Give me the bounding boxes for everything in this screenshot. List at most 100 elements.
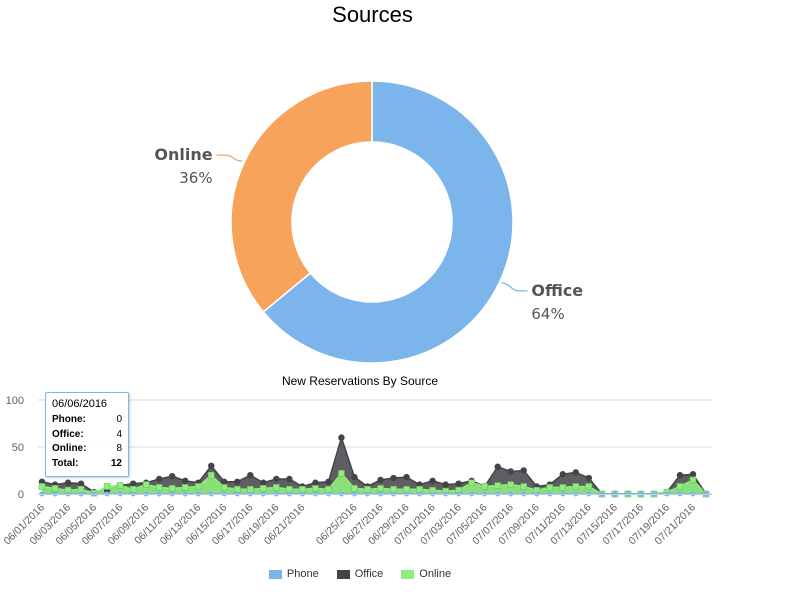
point-online[interactable]	[338, 470, 345, 477]
point-office[interactable]	[168, 472, 176, 480]
point-office[interactable]	[286, 475, 293, 483]
point-online[interactable]	[390, 486, 397, 493]
donut-slice-office[interactable]	[262, 80, 514, 364]
point-office[interactable]	[676, 472, 684, 479]
point-online[interactable]	[416, 486, 423, 493]
point-online[interactable]	[299, 486, 306, 493]
legend-item-office[interactable]: Office	[336, 568, 383, 580]
point-online[interactable]	[155, 484, 163, 491]
point-office[interactable]	[442, 481, 449, 488]
point-online[interactable]	[181, 484, 189, 491]
point-online[interactable]	[38, 483, 46, 490]
point-office[interactable]	[208, 462, 215, 469]
point-office[interactable]	[77, 480, 85, 487]
point-online[interactable]	[572, 483, 580, 490]
tooltip-date: 06/06/2016	[52, 398, 108, 410]
legend-swatch-office	[336, 569, 350, 579]
point-online[interactable]	[494, 482, 501, 489]
point-office[interactable]	[494, 463, 501, 470]
point-office[interactable]	[572, 469, 580, 476]
point-online[interactable]	[103, 483, 111, 490]
legend-item-online[interactable]: Online	[401, 568, 451, 580]
tooltip-label: Office:	[52, 428, 84, 440]
point-office[interactable]	[338, 434, 345, 441]
point-online[interactable]	[194, 483, 202, 490]
legend-label-phone: Phone	[286, 568, 319, 580]
donut-slice-online[interactable]	[230, 80, 373, 313]
donut-label-online: Online	[154, 145, 212, 164]
point-office[interactable]	[377, 476, 384, 484]
point-office[interactable]	[585, 474, 593, 482]
tooltip-value: 12	[110, 457, 122, 469]
point-online[interactable]	[468, 479, 475, 486]
point-online[interactable]	[51, 485, 59, 492]
point-office[interactable]	[260, 479, 267, 486]
point-online[interactable]	[507, 481, 514, 488]
area-chart-legend: Phone Office Online	[0, 568, 720, 580]
tooltip-row-total: Total: 12	[52, 457, 122, 472]
point-online[interactable]	[77, 486, 85, 493]
point-office[interactable]	[559, 471, 566, 478]
series-line-office	[41, 435, 707, 495]
tooltip-row-online: Online: 8	[52, 442, 122, 457]
point-online[interactable]	[221, 484, 228, 491]
y-tick-label: 0	[18, 489, 24, 501]
point-office[interactable]	[455, 480, 462, 487]
point-online[interactable]	[168, 485, 176, 492]
chart-tooltip: 06/06/2016 Phone: 0 Office: 4 Online: 8 …	[45, 392, 129, 477]
point-online[interactable]	[520, 483, 527, 490]
point-online[interactable]	[247, 486, 254, 493]
point-office[interactable]	[247, 472, 254, 479]
y-tick-label: 50	[12, 442, 24, 454]
legend-swatch-phone	[268, 569, 282, 579]
series-line-online	[41, 472, 707, 495]
point-office[interactable]	[390, 474, 397, 482]
point-office[interactable]	[64, 479, 72, 486]
point-online[interactable]	[676, 483, 684, 490]
point-online[interactable]	[403, 486, 410, 493]
legend-item-phone[interactable]: Phone	[268, 568, 319, 580]
point-online[interactable]	[208, 471, 215, 479]
point-online[interactable]	[351, 485, 358, 492]
point-online[interactable]	[689, 476, 697, 484]
tooltip-row-phone: Phone: 0	[52, 413, 122, 428]
tooltip-value: 4	[116, 428, 122, 440]
point-office[interactable]	[182, 477, 189, 485]
donut-percent-office: 64%	[531, 305, 564, 323]
point-office[interactable]	[273, 475, 280, 483]
point-office[interactable]	[129, 480, 137, 487]
point-online[interactable]	[546, 484, 554, 491]
point-office[interactable]	[507, 468, 514, 475]
point-online[interactable]	[234, 486, 241, 493]
point-office[interactable]	[351, 473, 358, 481]
point-online[interactable]	[377, 485, 384, 492]
point-online[interactable]	[116, 482, 124, 489]
donut-connector-online	[216, 154, 243, 162]
point-office[interactable]	[312, 479, 319, 486]
point-online[interactable]	[364, 486, 371, 493]
point-online[interactable]	[312, 485, 319, 492]
point-online[interactable]	[481, 483, 488, 490]
point-online[interactable]	[559, 484, 567, 491]
point-office[interactable]	[234, 478, 241, 485]
point-online[interactable]	[142, 481, 150, 488]
tooltip-value: 8	[116, 443, 122, 454]
tooltip-row-office: Office: 4	[52, 428, 122, 443]
point-office[interactable]	[325, 478, 332, 485]
point-online[interactable]	[260, 485, 267, 492]
point-online[interactable]	[286, 486, 293, 493]
point-online[interactable]	[325, 486, 332, 493]
point-office[interactable]	[429, 477, 436, 485]
point-online[interactable]	[273, 484, 280, 491]
donut-connector-office	[501, 282, 528, 292]
tooltip-label: Online:	[52, 443, 87, 454]
donut-label-office: Office	[531, 281, 583, 300]
point-office[interactable]	[403, 473, 410, 481]
point-office[interactable]	[221, 478, 228, 485]
legend-label-online: Online	[419, 568, 452, 580]
point-online[interactable]	[129, 486, 137, 493]
point-online[interactable]	[585, 483, 593, 490]
point-office[interactable]	[689, 471, 697, 478]
point-office[interactable]	[520, 467, 527, 474]
point-office[interactable]	[155, 475, 163, 483]
